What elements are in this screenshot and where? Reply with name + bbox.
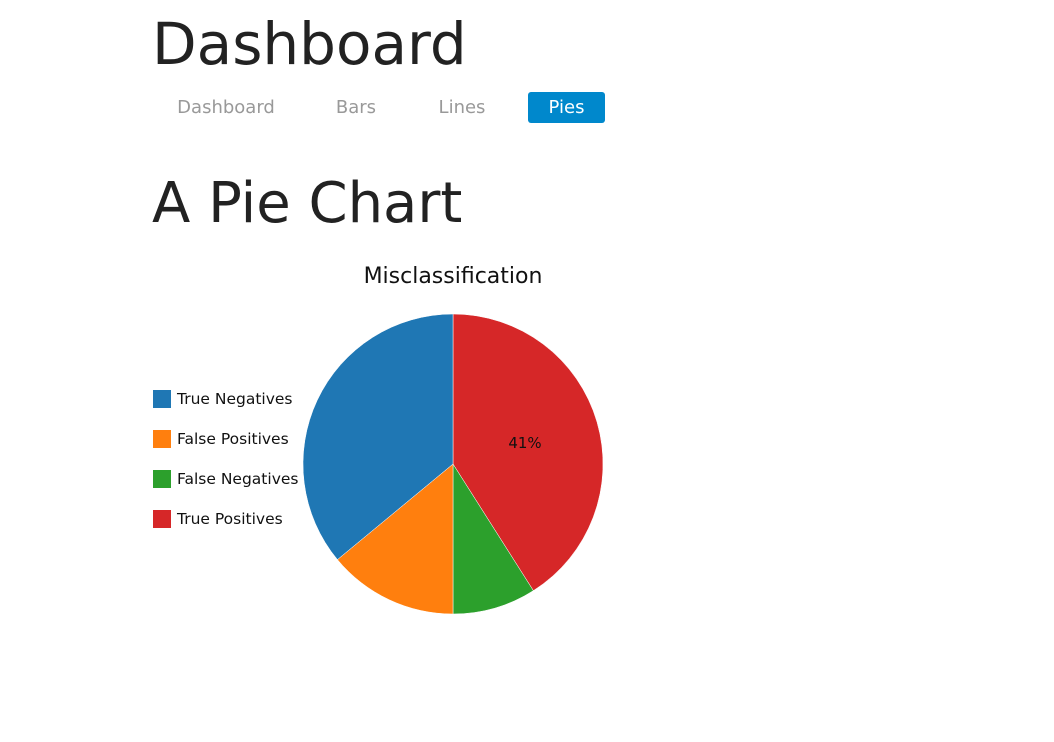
pie-slice-false-negatives[interactable] (452, 463, 534, 615)
pie-chart: Misclassification True Negatives False Po… (153, 264, 604, 615)
legend-swatch-true-negatives (153, 390, 171, 408)
nav-item-dashboard[interactable]: Dashboard (177, 97, 275, 118)
pie-slice-false-positives[interactable] (337, 463, 454, 615)
chart-title: Misclassification (364, 264, 543, 289)
legend-label-true-positives: True Positives (176, 510, 283, 528)
section-title: A Pie Chart (152, 171, 463, 236)
nav-item-pies[interactable]: Pies (528, 92, 605, 123)
site-title: Dashboard (152, 10, 467, 78)
legend-swatch-false-positives (153, 430, 171, 448)
nav-item-bars[interactable]: Bars (335, 97, 377, 118)
legend-label-false-positives: False Positives (177, 430, 289, 448)
pie-slices (302, 313, 604, 615)
pie-slice-labels: 41% (508, 434, 541, 452)
legend-swatch-true-positives (153, 510, 171, 528)
legend-label-false-negatives: False Negatives (177, 470, 298, 488)
nav-item-lines[interactable]: Lines (438, 97, 486, 118)
pie-slice-true-positives[interactable] (452, 313, 604, 591)
chart-legend: True Negatives False Positives False Negat… (153, 390, 298, 528)
pie-slice-true-negatives[interactable] (302, 313, 454, 560)
nav-bar: Dashboard Bars Lines Pies (152, 92, 612, 123)
legend-label-true-negatives: True Negatives (176, 390, 293, 408)
slice-label-true-positives: 41% (508, 434, 541, 452)
legend-swatch-false-negatives (153, 470, 171, 488)
